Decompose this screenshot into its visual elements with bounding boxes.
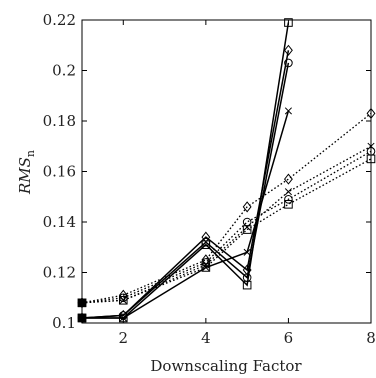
series-2-line	[82, 50, 290, 319]
x-axis-label: Downscaling Factor	[150, 357, 302, 375]
series-4-line	[82, 110, 290, 319]
series-8-line	[82, 158, 371, 304]
series-4-point	[284, 107, 292, 115]
y-axis-label-subscript: n	[24, 150, 37, 157]
series-3-point	[201, 237, 211, 247]
series-2-point	[201, 231, 211, 243]
series-7-line	[82, 150, 371, 304]
series-1-point	[284, 18, 293, 27]
y-axis-label-main: RMS	[16, 157, 34, 195]
series-3-point	[284, 58, 293, 68]
series-7-point	[284, 194, 293, 204]
series-1-point	[201, 240, 211, 250]
series-7-point	[242, 217, 252, 227]
x-tick-label: 2	[119, 329, 129, 347]
series-8-point	[118, 295, 128, 305]
y-tick-label: 0.2	[52, 62, 76, 80]
x-tick-label: 4	[201, 329, 211, 347]
series-2-point	[242, 264, 252, 276]
series-7-point	[201, 258, 211, 267]
series-8-point	[284, 200, 293, 209]
y-tick-label: 0.14	[43, 213, 76, 231]
series-6-line	[82, 145, 371, 304]
series-8-point	[242, 225, 252, 234]
series-2-point	[283, 44, 293, 56]
series-8-point	[201, 263, 211, 272]
y-tick-label: 0.12	[43, 264, 76, 282]
x-tick-label: 6	[284, 329, 294, 347]
y-axis-label: RMSn	[16, 150, 37, 195]
series-5-line	[82, 112, 371, 304]
y-tick-label: 0.16	[43, 163, 76, 181]
series-5-point	[283, 173, 293, 185]
series-6-point	[202, 261, 210, 269]
plot-frame	[81, 19, 372, 324]
series-3-point	[242, 273, 252, 282]
y-tick-label: 0.22	[43, 11, 76, 29]
x-tick-label: 8	[366, 329, 376, 347]
y-tick-label: 0.1	[52, 314, 76, 332]
y-tick-label: 0.18	[43, 112, 76, 130]
series-4-point	[243, 248, 251, 256]
series-6-point	[119, 296, 127, 304]
series-1-line	[82, 22, 290, 319]
series-4-point	[119, 314, 127, 322]
series-5-point	[242, 201, 252, 213]
series-6-point	[284, 188, 292, 196]
